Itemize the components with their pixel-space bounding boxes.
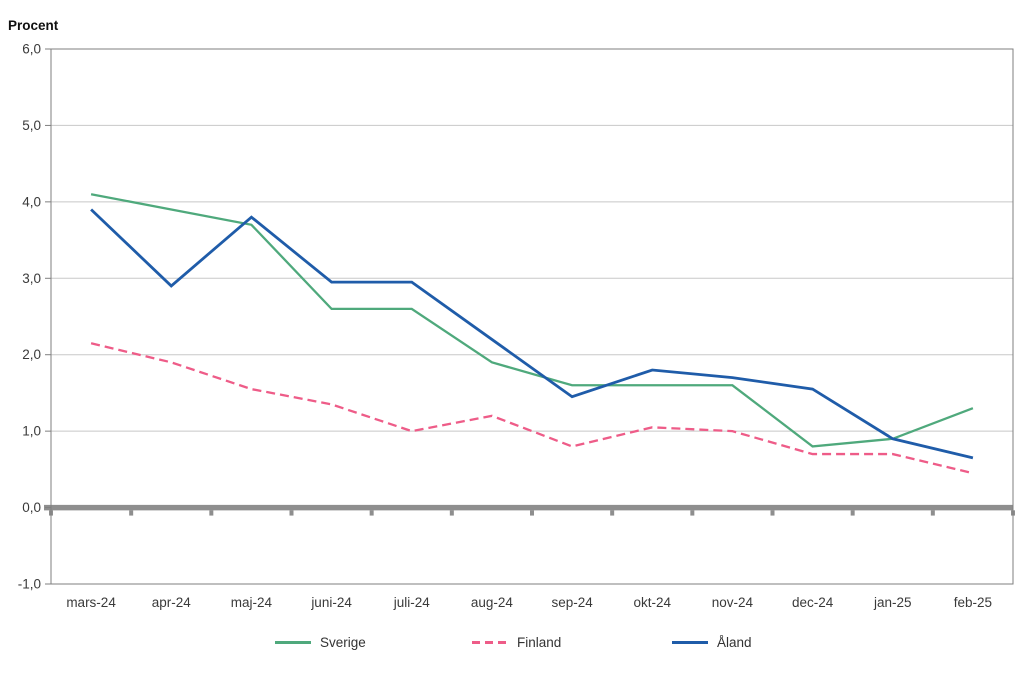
x-tick-label: maj-24 bbox=[231, 595, 273, 610]
x-tick-label: feb-25 bbox=[954, 595, 992, 610]
x-tick-label: nov-24 bbox=[712, 595, 754, 610]
series-line-land bbox=[90, 208, 974, 460]
y-tick-label: 2,0 bbox=[22, 347, 41, 362]
series-line-sverige bbox=[90, 193, 974, 448]
x-tick-label: mars-24 bbox=[66, 595, 116, 610]
x-tick-label: juli-24 bbox=[393, 595, 431, 610]
x-tick-label: jan-25 bbox=[873, 595, 912, 610]
x-tick-label: aug-24 bbox=[471, 595, 514, 610]
x-tick-label: dec-24 bbox=[792, 595, 834, 610]
y-axis-title: Procent bbox=[8, 18, 59, 33]
x-tick-label: juni-24 bbox=[310, 595, 352, 610]
y-tick-label: 4,0 bbox=[22, 194, 41, 209]
y-tick-label: 3,0 bbox=[22, 271, 41, 286]
x-tick-label: apr-24 bbox=[152, 595, 192, 610]
y-tick-label: -1,0 bbox=[18, 577, 41, 592]
y-tick-label: 6,0 bbox=[22, 42, 41, 57]
y-tick-label: 1,0 bbox=[22, 424, 41, 439]
x-tick-label: okt-24 bbox=[633, 595, 671, 610]
x-tick-label: sep-24 bbox=[551, 595, 593, 610]
y-tick-label: 5,0 bbox=[22, 118, 41, 133]
y-tick-label: 0,0 bbox=[22, 500, 41, 515]
plot-border bbox=[50, 48, 1014, 585]
series-line-finland bbox=[90, 342, 974, 475]
